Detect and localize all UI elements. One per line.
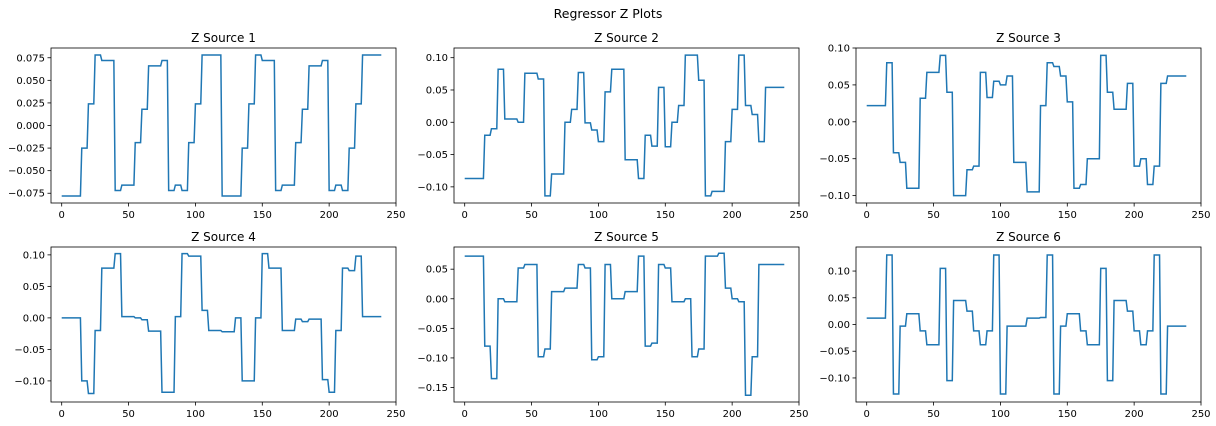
x-tick-label: 50 — [122, 210, 135, 221]
x-tick-label: 100 — [589, 409, 608, 420]
x-tick-label: 100 — [991, 210, 1010, 221]
y-tick-label: −0.075 — [8, 189, 45, 200]
axes-frame — [453, 47, 800, 204]
y-tick-label: 0.05 — [426, 85, 448, 96]
x-tick-label: 250 — [789, 409, 808, 420]
axes-frame — [50, 246, 397, 403]
x-tick-label: 150 — [1058, 210, 1077, 221]
y-tick-label: 0.05 — [23, 282, 45, 293]
x-tick-label: 200 — [723, 210, 742, 221]
y-tick-label: −0.10 — [819, 373, 850, 384]
y-tick-label: −0.10 — [14, 376, 45, 387]
y-tick-label: 0.05 — [426, 265, 448, 276]
y-tick-label: −0.10 — [819, 191, 850, 202]
y-tick-label: 0.00 — [828, 320, 850, 331]
series-line — [464, 252, 785, 396]
x-tick-label: 50 — [525, 409, 538, 420]
y-tick-label: −0.05 — [417, 324, 448, 335]
y-tick-label: −0.15 — [417, 383, 448, 394]
x-tick-label: 0 — [462, 409, 468, 420]
x-tick-label: 100 — [186, 210, 205, 221]
subplot-z-source-4: Z Source 4 0 50 100 150 200 250 −0.10 −0.05 0.00 0… — [14, 230, 405, 420]
y-tick-label: 0.025 — [16, 98, 45, 109]
y-tick-label: −0.05 — [14, 345, 45, 356]
subplot-z-source-1: Z Source 1 0 50 100 150 200 250 −0.075 −0.050 −0.… — [8, 31, 406, 221]
axes-frame — [855, 246, 1202, 403]
x-tick-label: 250 — [789, 210, 808, 221]
subplot-title: Z Source 5 — [594, 230, 659, 244]
axes-frame — [453, 246, 800, 403]
y-tick-label: −0.05 — [819, 347, 850, 358]
x-tick-label: 50 — [525, 210, 538, 221]
x-tick-label: 100 — [186, 409, 205, 420]
subplot-z-source-6: Z Source 6 0 50 100 150 200 250 −0.10 −0.05 0.00 0… — [819, 230, 1210, 420]
y-tick-label: 0.05 — [828, 293, 850, 304]
x-tick-label: 150 — [253, 210, 272, 221]
x-tick-label: 250 — [1191, 210, 1210, 221]
y-tick-label: 0.05 — [828, 80, 850, 91]
y-tick-label: 0.00 — [23, 313, 45, 324]
y-tick-label: −0.10 — [417, 353, 448, 364]
axes-frame — [855, 47, 1202, 204]
x-tick-label: 50 — [927, 409, 940, 420]
series-line — [61, 252, 382, 395]
series-line — [464, 54, 785, 197]
x-tick-label: 100 — [991, 409, 1010, 420]
y-tick-label: −0.05 — [819, 154, 850, 165]
subplot-z-source-5: Z Source 5 0 50 100 150 200 250 −0.15 −0.10 −0.05… — [417, 230, 808, 420]
x-tick-label: 200 — [320, 210, 339, 221]
y-tick-label: 0.10 — [426, 53, 448, 64]
x-tick-label: 200 — [723, 409, 742, 420]
x-tick-label: 200 — [1125, 409, 1144, 420]
y-tick-label: −0.050 — [8, 166, 45, 177]
x-tick-label: 150 — [1058, 409, 1077, 420]
y-tick-label: 0.00 — [426, 118, 448, 129]
subplot-title: Z Source 2 — [594, 31, 659, 45]
y-tick-label: 0.10 — [23, 250, 45, 261]
y-tick-label: 0.10 — [828, 267, 850, 278]
y-tick-label: 0.075 — [16, 53, 45, 64]
x-tick-label: 200 — [1125, 210, 1144, 221]
x-tick-label: 150 — [656, 409, 675, 420]
series-line — [866, 54, 1187, 197]
axes-frame — [50, 47, 397, 204]
y-tick-label: 0.00 — [828, 117, 850, 128]
x-tick-label: 250 — [386, 409, 405, 420]
x-tick-label: 250 — [386, 210, 405, 221]
subplot-z-source-3: Z Source 3 0 50 100 150 200 250 −0.10 −0.05 0.00 0… — [819, 31, 1210, 221]
x-tick-label: 150 — [656, 210, 675, 221]
y-tick-label: 0.10 — [828, 44, 850, 55]
y-tick-label: 0.000 — [16, 121, 45, 132]
x-tick-label: 250 — [1191, 409, 1210, 420]
x-tick-label: 0 — [59, 409, 65, 420]
subplot-title: Z Source 6 — [996, 230, 1061, 244]
y-tick-label: −0.10 — [417, 182, 448, 193]
series-line — [61, 54, 382, 197]
subplot-z-source-2: Z Source 2 0 50 100 150 200 250 −0.10 −0.05 0.00 0… — [417, 31, 808, 221]
figure-suptitle: Regressor Z Plots — [554, 6, 663, 21]
x-tick-label: 50 — [927, 210, 940, 221]
x-tick-label: 0 — [59, 210, 65, 221]
subplot-title: Z Source 4 — [191, 230, 256, 244]
series-line — [866, 254, 1187, 395]
y-tick-label: −0.025 — [8, 144, 45, 155]
x-tick-label: 0 — [864, 210, 870, 221]
x-tick-label: 0 — [864, 409, 870, 420]
subplot-title: Z Source 3 — [996, 31, 1061, 45]
x-tick-label: 100 — [589, 210, 608, 221]
y-tick-label: −0.05 — [417, 150, 448, 161]
y-tick-label: 0.00 — [426, 294, 448, 305]
subplot-title: Z Source 1 — [191, 31, 256, 45]
y-tick-label: 0.050 — [16, 76, 45, 87]
subplots-grid: Z Source 10 50 100 150 200 250−0.075−0.050−0.… — [8, 31, 1211, 420]
x-tick-label: 200 — [320, 409, 339, 420]
x-tick-label: 150 — [253, 409, 272, 420]
x-tick-label: 50 — [122, 409, 135, 420]
x-tick-label: 0 — [462, 210, 468, 221]
